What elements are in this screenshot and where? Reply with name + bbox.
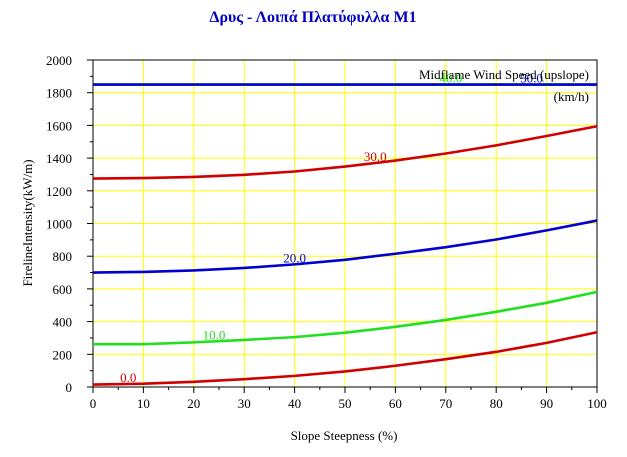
series-label-3: 30.0	[364, 149, 387, 164]
y-tick-label: 1600	[46, 118, 72, 133]
grid	[93, 60, 597, 387]
x-tick-label: 50	[339, 396, 352, 411]
series-label-0: 0.0	[120, 370, 136, 385]
series-label-4: 40.0	[439, 71, 462, 86]
series-line-0	[92, 330, 598, 386]
series-label-1: 10.0	[203, 327, 226, 342]
x-tick-label: 10	[137, 396, 150, 411]
x-tick-label: 20	[187, 396, 200, 411]
y-tick-label: 0	[66, 380, 73, 395]
y-axis-label: FirelineIntensity(kW/m)	[20, 159, 35, 286]
series-label-5: 50.0	[520, 71, 543, 86]
x-tick-label: 0	[90, 396, 97, 411]
axes: 0 10 20 30 40 50 60 70 80 90 100020040060080010001…	[46, 53, 607, 411]
legend-units: (km/h)	[554, 89, 589, 104]
x-tick-label: 40	[288, 396, 301, 411]
x-tick-label: 70	[439, 396, 452, 411]
legend-title: Midflame Wind Speed (upslope)	[419, 67, 589, 82]
x-tick-label: 100	[587, 396, 607, 411]
series-group: 0.0 10.0 20.0 30.0 40.0 50.0	[92, 71, 598, 386]
legend: Midflame Wind Speed (upslope) (km/h)	[419, 67, 589, 104]
y-tick-label: 1400	[46, 151, 72, 166]
y-tick-label: 800	[53, 249, 73, 264]
y-tick-label: 200	[53, 347, 73, 362]
y-tick-label: 1200	[46, 184, 72, 199]
y-tick-label: 600	[53, 282, 73, 297]
series-label-2: 20.0	[283, 250, 306, 265]
x-tick-label: 30	[238, 396, 251, 411]
y-tick-label: 1800	[46, 86, 72, 101]
series-line-1	[93, 290, 598, 346]
y-tick-label: 1000	[46, 217, 72, 232]
x-tick-label: 60	[389, 396, 402, 411]
y-tick-label: 2000	[46, 53, 72, 68]
x-tick-label: 90	[540, 396, 553, 411]
series-line-2	[92, 219, 598, 274]
x-tick-label: 80	[490, 396, 503, 411]
y-tick-label: 400	[53, 315, 73, 330]
chart-title: Δρυς - Λοιπά Πλατύφυλλα M1	[209, 9, 416, 26]
series-line-3	[92, 124, 598, 180]
x-axis-label: Slope Steepness (%)	[291, 428, 398, 443]
